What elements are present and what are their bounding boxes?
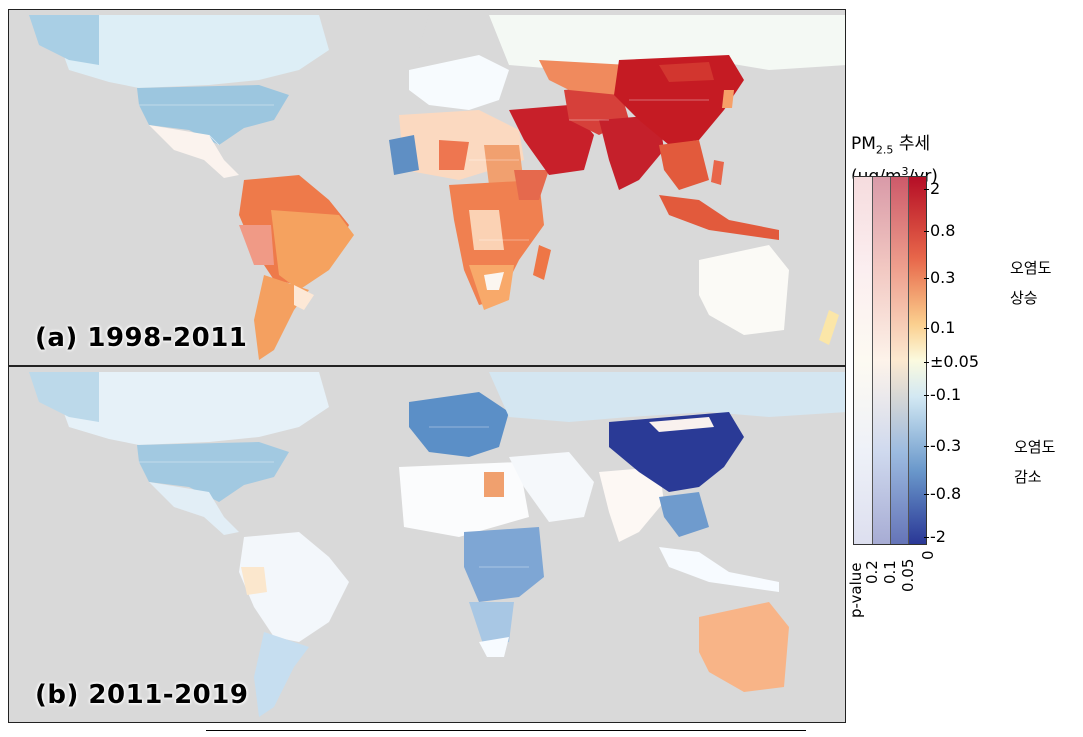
- region-mexico: [149, 125, 239, 178]
- legend-title-suffix: 추세: [893, 134, 931, 154]
- tick-0.3: 0.3: [923, 268, 956, 287]
- region-south-america: [239, 532, 349, 642]
- panel-label-a: (a) 1998-2011: [35, 323, 248, 353]
- decrease-label: 오염도 감소: [1014, 432, 1055, 492]
- region-egypt: [484, 472, 504, 497]
- region-new-zealand: [819, 310, 839, 345]
- region-russia: [489, 372, 845, 422]
- region-mexico: [149, 482, 239, 535]
- region-ethiopia: [514, 170, 549, 200]
- map-panel-1998-2011: (a) 1998-2011: [8, 9, 846, 366]
- colorbar-col-p02: [854, 177, 872, 544]
- region-north-africa: [399, 462, 529, 537]
- colorbar-col-p005: [890, 177, 908, 544]
- region-indonesia: [659, 547, 779, 592]
- region-mongolia: [659, 62, 714, 82]
- region-australia: [699, 602, 789, 692]
- legend-unit-sup: 3: [901, 165, 909, 179]
- region-india: [599, 115, 664, 190]
- region-central-africa: [464, 527, 544, 602]
- increase-label-line1: 오염도: [1010, 259, 1052, 277]
- region-madagascar: [533, 245, 551, 280]
- region-middle-east: [509, 105, 594, 175]
- region-south-africa-white: [484, 272, 504, 290]
- region-peru: [241, 567, 267, 595]
- region-canada: [49, 372, 329, 445]
- region-south-africa: [479, 637, 509, 657]
- region-uruguay: [294, 285, 314, 310]
- increase-label-line2: 상승: [1010, 289, 1038, 307]
- colorbar-sep-1: [872, 177, 873, 544]
- region-philippines: [711, 160, 724, 185]
- region-niger: [439, 140, 469, 170]
- region-southern-cone: [254, 632, 309, 717]
- decrease-label-line1: 오염도: [1014, 438, 1056, 456]
- legend-title-sub: 2.5: [875, 143, 894, 157]
- tick-2: 2: [923, 179, 941, 198]
- decrease-label-line2: 감소: [1014, 468, 1042, 486]
- region-korea: [722, 90, 734, 108]
- region-se-asia: [659, 140, 709, 190]
- region-se-asia: [659, 492, 709, 537]
- world-map-a: [29, 15, 845, 360]
- region-europe: [409, 55, 509, 110]
- colorbar: [853, 176, 927, 545]
- region-indonesia: [659, 195, 779, 240]
- region-usa: [137, 85, 289, 145]
- pvalue-0.2: 0.2: [863, 560, 881, 584]
- region-china: [609, 412, 744, 492]
- region-brazil: [271, 210, 354, 290]
- pvalue-0: 0: [919, 550, 937, 560]
- map-panel-2011-2019: (b) 2011-2019: [8, 366, 846, 723]
- region-middle-east: [509, 452, 594, 522]
- region-southern-cone: [254, 275, 309, 360]
- region-sudan: [484, 145, 524, 185]
- pvalue-0.1: 0.1: [881, 560, 899, 584]
- increase-label: 오염도 상승: [1010, 253, 1051, 313]
- tick-neg0.8: -0.8: [923, 484, 962, 503]
- region-southern-africa: [469, 602, 514, 647]
- colorbar-sep-2: [890, 177, 891, 544]
- legend-title-main: PM: [851, 134, 876, 154]
- region-russia: [489, 15, 845, 70]
- pvalue-0.05: 0.05: [899, 558, 917, 592]
- tick-neg0.1: -0.1: [923, 385, 962, 404]
- tick-0.1: 0.1: [923, 318, 956, 337]
- region-europe: [409, 392, 509, 457]
- region-mongolia: [649, 417, 714, 432]
- colorbar-sep-3: [908, 177, 909, 544]
- region-alaska: [29, 15, 99, 65]
- tick-neg2: -2: [924, 527, 946, 546]
- region-canada: [49, 15, 329, 88]
- panel-label-b: (b) 2011-2019: [35, 680, 249, 710]
- region-alaska: [29, 372, 99, 422]
- region-angola: [469, 210, 504, 250]
- tick-0.8: 0.8: [923, 221, 956, 240]
- tick-neg0.3: -0.3: [923, 436, 962, 455]
- region-india: [599, 467, 664, 542]
- region-west-africa-blue: [389, 135, 419, 175]
- region-australia: [699, 245, 789, 335]
- region-usa: [137, 442, 289, 502]
- bottom-rule: [206, 730, 806, 731]
- colorbar-col-p0: [908, 177, 926, 544]
- region-peru: [239, 225, 274, 265]
- colorbar-col-p01: [872, 177, 890, 544]
- world-map-b: [29, 372, 845, 717]
- tick-pm0.05: ±0.05: [923, 352, 980, 371]
- region-greenland: [359, 15, 429, 55]
